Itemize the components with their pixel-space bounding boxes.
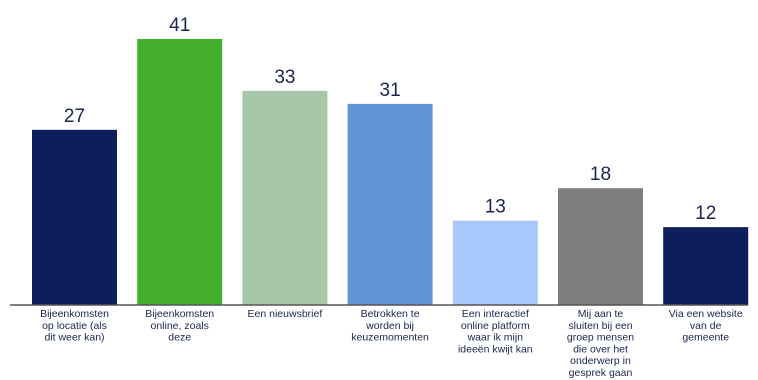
category-label-line: Een nieuwsbrief: [248, 308, 323, 320]
bar-6: [558, 188, 643, 305]
bar-7: [663, 227, 749, 305]
category-label-line: keuzemomenten: [351, 332, 429, 344]
bar-5: [452, 220, 538, 305]
category-label-line: gesprek gaan: [569, 367, 633, 379]
value-label-2: 41: [169, 15, 190, 36]
category-label-line: Een interactief: [462, 308, 529, 320]
category-label-line: worden bij: [365, 320, 414, 332]
bar-1: [32, 129, 117, 305]
value-label-6: 18: [590, 164, 611, 185]
value-label-1: 27: [64, 106, 85, 127]
category-label-7: Via een website van de gemeente: [669, 308, 743, 344]
category-label-line: van de: [690, 320, 722, 332]
category-label-line: sluiten bij een: [568, 320, 632, 332]
category-label-line: die over het: [573, 343, 628, 355]
category-label-2: Bijeenkomsten online, zoals deze: [145, 308, 214, 344]
category-label-line: Mij aan te: [578, 308, 624, 320]
value-label-3: 33: [274, 67, 295, 88]
category-label-line: online, zoals: [151, 320, 209, 332]
category-label-6: Mij aan te sluiten bij een groep mensen die…: [567, 308, 634, 379]
category-label-line: dit weer kan): [44, 332, 104, 344]
category-label-line: op locatie (als: [42, 320, 107, 332]
category-label-line: waar ik mijn: [467, 332, 524, 344]
category-label-4: Betrokken te worden bij keuzemomenten: [351, 308, 429, 344]
category-label-line: groep mensen: [567, 332, 634, 344]
category-label-line: Bijeenkomsten: [40, 308, 109, 320]
category-label-line: Bijeenkomsten: [145, 308, 214, 320]
category-label-5: Een interactief online platform waar ik mi…: [458, 308, 533, 355]
category-label-line: deze: [168, 332, 191, 344]
category-label-1: Bijeenkomsten op locatie (als dit weer kan…: [40, 308, 109, 344]
category-label-line: gemeente: [682, 332, 729, 344]
bar-4: [347, 103, 433, 305]
category-label-3: Een nieuwsbrief: [248, 308, 323, 320]
value-label-4: 31: [380, 80, 401, 101]
value-label-5: 13: [485, 197, 506, 218]
bar-3: [242, 90, 328, 305]
category-label-line: online platform: [461, 320, 530, 332]
category-label-line: ideeën kwijt kan: [458, 343, 533, 355]
category-label-line: Betrokken te: [361, 308, 420, 320]
bar-2: [137, 39, 223, 305]
value-label-7: 12: [695, 203, 716, 224]
category-label-line: onderwerp in: [570, 355, 631, 367]
category-label-line: Via een website: [669, 308, 743, 320]
